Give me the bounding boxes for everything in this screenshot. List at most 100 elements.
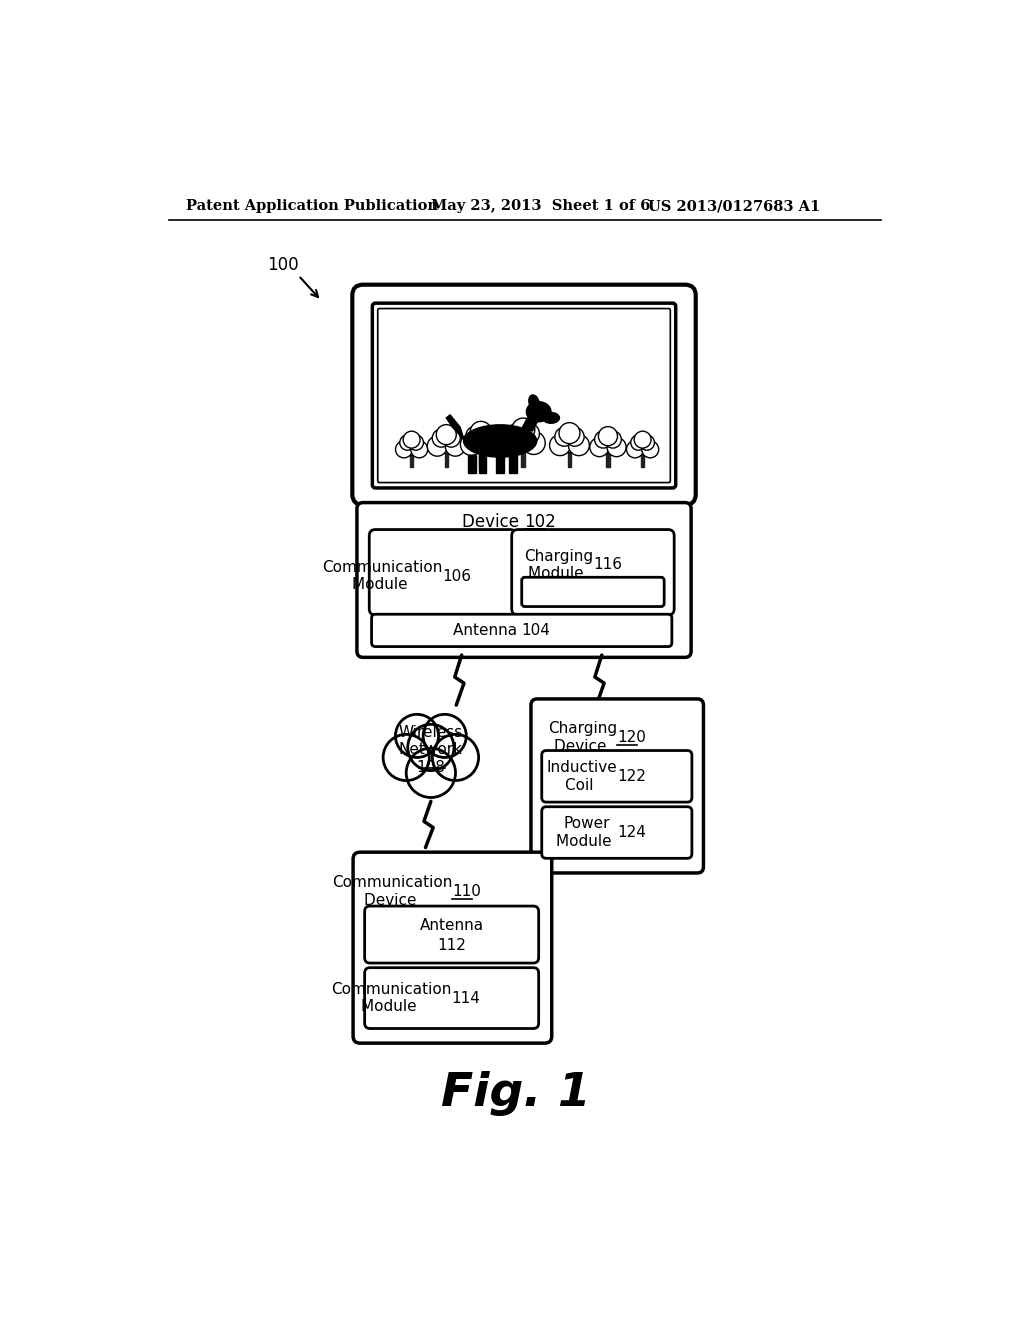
Text: 110: 110 bbox=[453, 884, 481, 899]
Text: Communication
Device: Communication Device bbox=[332, 875, 453, 908]
Circle shape bbox=[509, 424, 538, 451]
Circle shape bbox=[598, 426, 617, 446]
Text: Antenna: Antenna bbox=[453, 623, 521, 638]
Circle shape bbox=[411, 441, 428, 458]
Text: Charging
Module: Charging Module bbox=[524, 549, 593, 581]
Ellipse shape bbox=[528, 395, 540, 411]
Circle shape bbox=[442, 429, 460, 447]
Circle shape bbox=[555, 428, 573, 446]
Bar bbox=[521, 450, 525, 467]
Circle shape bbox=[395, 714, 438, 758]
FancyBboxPatch shape bbox=[521, 577, 665, 607]
Circle shape bbox=[395, 441, 413, 458]
Circle shape bbox=[633, 436, 652, 455]
Circle shape bbox=[502, 432, 524, 454]
Text: US 2013/0127683 A1: US 2013/0127683 A1 bbox=[648, 199, 820, 213]
FancyBboxPatch shape bbox=[542, 751, 692, 803]
Circle shape bbox=[565, 428, 584, 446]
Text: Device: Device bbox=[462, 513, 524, 531]
Circle shape bbox=[427, 436, 447, 457]
Text: 122: 122 bbox=[616, 768, 646, 784]
Text: 124: 124 bbox=[616, 825, 646, 840]
Text: 106: 106 bbox=[442, 569, 472, 583]
Bar bbox=[478, 455, 486, 474]
FancyBboxPatch shape bbox=[352, 285, 695, 506]
FancyBboxPatch shape bbox=[365, 968, 539, 1028]
Bar bbox=[444, 453, 449, 467]
Circle shape bbox=[627, 441, 643, 458]
Polygon shape bbox=[521, 414, 541, 430]
Circle shape bbox=[423, 714, 466, 758]
Circle shape bbox=[445, 436, 465, 457]
FancyBboxPatch shape bbox=[357, 503, 691, 657]
Circle shape bbox=[559, 422, 580, 444]
Bar bbox=[509, 455, 517, 474]
Ellipse shape bbox=[526, 401, 551, 422]
Circle shape bbox=[436, 425, 457, 445]
Text: Power
Module: Power Module bbox=[556, 816, 616, 849]
Circle shape bbox=[557, 428, 582, 453]
Circle shape bbox=[590, 437, 609, 457]
Text: 112: 112 bbox=[437, 937, 466, 953]
Text: 104: 104 bbox=[521, 623, 551, 638]
Circle shape bbox=[597, 430, 620, 454]
Text: Fig. 1: Fig. 1 bbox=[440, 1072, 591, 1117]
FancyBboxPatch shape bbox=[372, 614, 672, 647]
Circle shape bbox=[432, 734, 478, 780]
Circle shape bbox=[461, 434, 482, 455]
Text: Communication
Module: Communication Module bbox=[332, 982, 452, 1014]
FancyBboxPatch shape bbox=[378, 309, 671, 483]
Bar bbox=[411, 454, 413, 467]
FancyBboxPatch shape bbox=[370, 529, 516, 615]
Circle shape bbox=[512, 418, 535, 441]
Circle shape bbox=[639, 436, 654, 450]
Circle shape bbox=[518, 424, 540, 444]
Text: Antenna: Antenna bbox=[420, 919, 483, 950]
Circle shape bbox=[434, 429, 459, 453]
Circle shape bbox=[399, 436, 415, 450]
Bar bbox=[497, 455, 504, 474]
Bar bbox=[606, 453, 609, 467]
FancyBboxPatch shape bbox=[353, 853, 552, 1043]
Circle shape bbox=[407, 748, 456, 797]
Circle shape bbox=[568, 434, 590, 455]
Bar bbox=[468, 455, 475, 474]
Circle shape bbox=[604, 430, 622, 447]
Text: 102: 102 bbox=[524, 513, 556, 531]
Circle shape bbox=[507, 424, 528, 444]
FancyBboxPatch shape bbox=[365, 906, 539, 964]
Text: Battery: Battery bbox=[531, 585, 593, 599]
Circle shape bbox=[383, 734, 429, 780]
Text: Charging
Device: Charging Device bbox=[548, 721, 617, 754]
Text: Communication
Module: Communication Module bbox=[323, 560, 442, 593]
Ellipse shape bbox=[543, 413, 559, 424]
Circle shape bbox=[466, 426, 485, 446]
Bar bbox=[479, 451, 482, 467]
Circle shape bbox=[476, 426, 496, 446]
Circle shape bbox=[631, 436, 646, 450]
Text: 116: 116 bbox=[593, 557, 622, 573]
Circle shape bbox=[595, 430, 611, 447]
Polygon shape bbox=[446, 414, 464, 440]
Circle shape bbox=[607, 437, 626, 457]
Circle shape bbox=[642, 441, 658, 458]
FancyBboxPatch shape bbox=[373, 304, 676, 488]
Circle shape bbox=[480, 434, 502, 455]
Circle shape bbox=[409, 436, 424, 450]
Circle shape bbox=[470, 421, 492, 444]
Circle shape bbox=[468, 426, 494, 451]
Circle shape bbox=[432, 429, 451, 447]
Circle shape bbox=[550, 434, 570, 455]
Circle shape bbox=[401, 436, 422, 455]
Text: 114: 114 bbox=[452, 990, 480, 1006]
Text: 118: 118 bbox=[593, 585, 622, 599]
FancyBboxPatch shape bbox=[512, 529, 674, 615]
Ellipse shape bbox=[464, 425, 537, 457]
Circle shape bbox=[634, 432, 651, 447]
Text: Inductive
Coil: Inductive Coil bbox=[546, 760, 616, 792]
Circle shape bbox=[522, 432, 545, 454]
FancyBboxPatch shape bbox=[531, 700, 703, 873]
Text: Wireless
Network
108: Wireless Network 108 bbox=[398, 725, 463, 775]
Circle shape bbox=[403, 432, 420, 447]
Bar bbox=[567, 451, 571, 467]
